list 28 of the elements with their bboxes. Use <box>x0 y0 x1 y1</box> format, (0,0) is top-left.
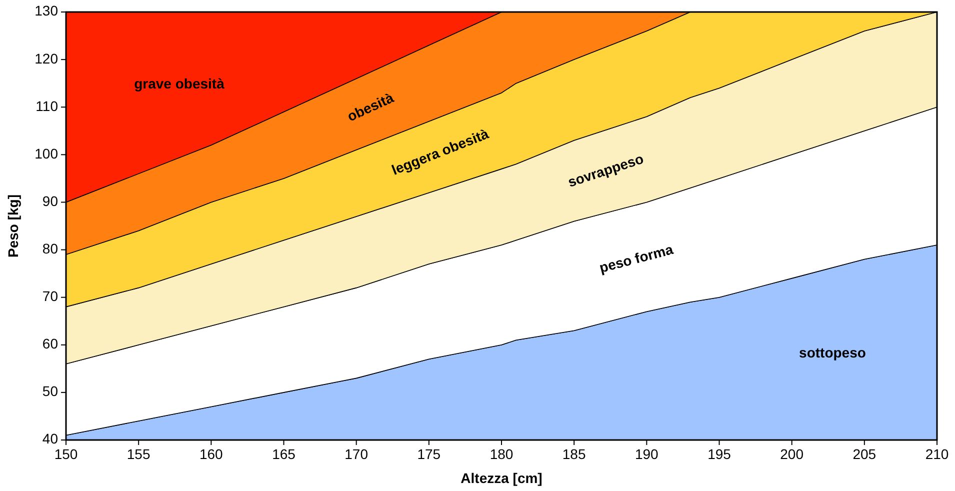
y-tick-label: 120 <box>34 50 58 66</box>
y-tick-label: 110 <box>36 98 58 114</box>
x-tick-label: 210 <box>925 446 949 462</box>
x-tick-label: 150 <box>54 446 78 462</box>
x-tick-label: 175 <box>417 446 441 462</box>
x-axis-title: Altezza [cm] <box>460 470 542 486</box>
y-tick-label: 100 <box>34 145 58 162</box>
x-tick-label: 170 <box>344 446 368 462</box>
x-tick-label: 200 <box>780 446 804 462</box>
series-label: peso forma <box>598 240 675 276</box>
series-label: sottopeso <box>799 344 866 361</box>
series-label: grave obesità <box>134 76 225 92</box>
y-tick-label: 50 <box>42 383 58 400</box>
x-tick-label: 165 <box>272 446 296 462</box>
x-tick-label: 185 <box>562 446 586 462</box>
x-tick-label: 205 <box>852 446 876 462</box>
x-tick-label: 190 <box>634 446 659 462</box>
y-tick-label: 40 <box>42 430 58 447</box>
y-tick-label: 90 <box>42 192 58 209</box>
y-axis-title: Peso [kg] <box>5 194 21 258</box>
y-tick-label: 80 <box>42 240 58 256</box>
y-tick-label: 70 <box>42 288 58 304</box>
y-tick-label: 130 <box>34 2 58 19</box>
y-tick-label: 60 <box>42 336 58 352</box>
x-tick-label: 180 <box>490 446 514 462</box>
x-tick-label: 160 <box>199 446 224 462</box>
x-tick-label: 195 <box>708 446 732 462</box>
x-tick-label: 155 <box>126 446 150 462</box>
